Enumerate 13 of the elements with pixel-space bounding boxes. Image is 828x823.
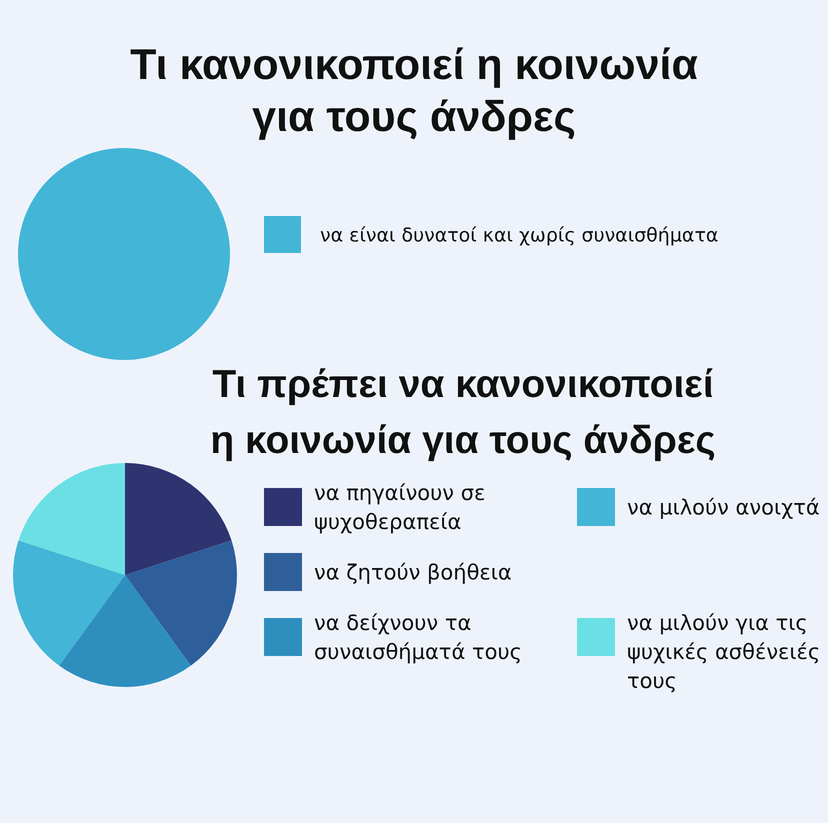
pie-slice <box>59 575 191 687</box>
legend-label: να είναι δυνατοί και χωρίς συναισθήματα <box>320 224 718 246</box>
pie-slice <box>13 540 125 666</box>
chart-title: Τι πρέπει να κανονικοποιεί η κοινωνία για τους άνδρες <box>210 363 716 462</box>
legend-label: να πηγαίνουν σε ψυχοθεραπεία <box>314 481 486 534</box>
chart-title: Τι κανονικοποιεί η κοινωνία για τους άνδρες <box>130 41 698 141</box>
legend-label: να ζητούν βοήθεια <box>314 560 512 585</box>
pie-slice <box>125 540 237 666</box>
legend-label: να μιλούν για τις ψυχικές ασθένειές τους <box>627 611 820 694</box>
pie-slice <box>18 463 125 575</box>
legend-label: να δείχνουν τα συναισθήματά τους <box>314 611 522 664</box>
legend-label: να μιλούν ανοιχτά <box>627 496 820 520</box>
pie-slice <box>125 463 232 575</box>
